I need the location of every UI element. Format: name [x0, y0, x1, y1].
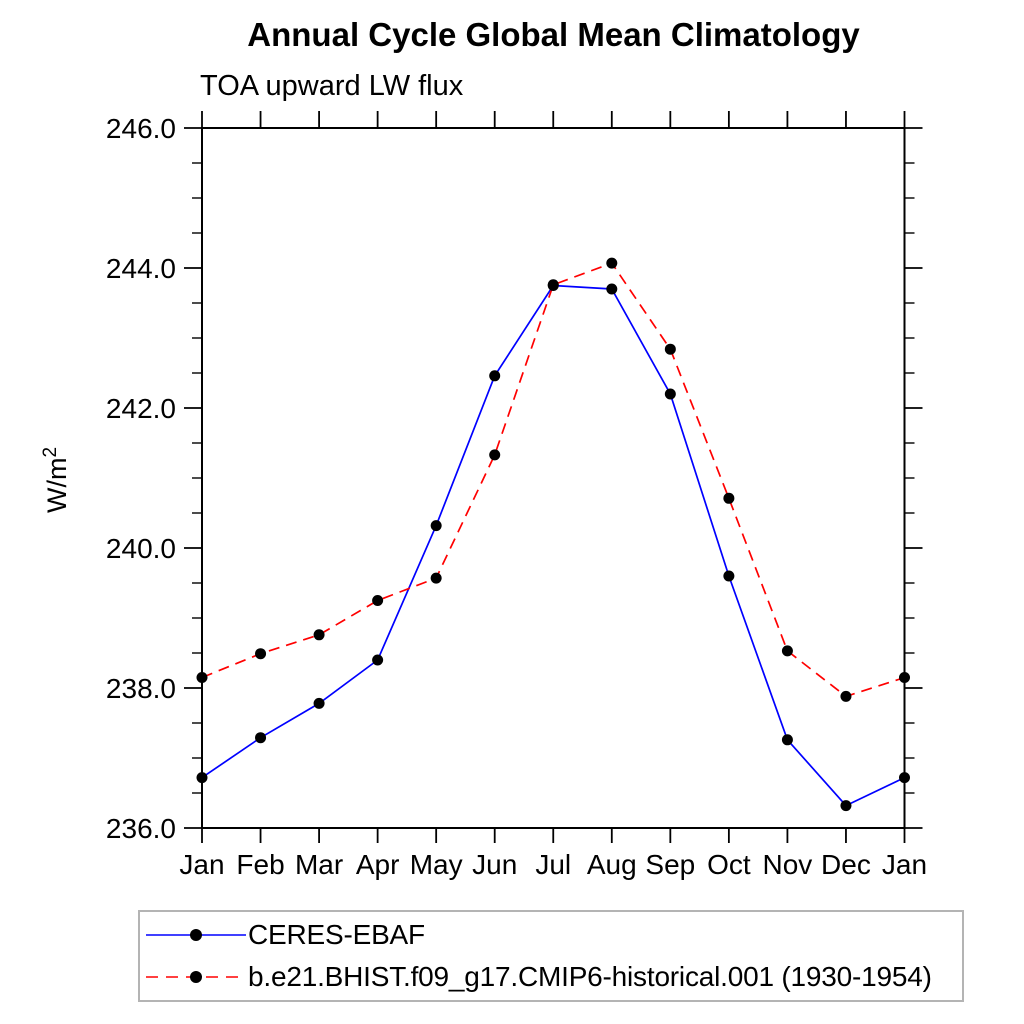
data-point-marker-1 [313, 629, 325, 641]
legend-label-model: b.e21.BHIST.f09_g17.CMIP6-historical.001… [248, 961, 932, 992]
legend-line-solid-icon [146, 929, 246, 941]
data-point-marker-0 [840, 800, 852, 812]
data-point-marker-0 [255, 732, 267, 744]
chart-title: Annual Cycle Global Mean Climatology [247, 16, 860, 53]
y-tick-label: 236.0 [106, 813, 176, 844]
x-tick-label: Aug [587, 849, 637, 880]
x-tick-label: Dec [821, 849, 871, 880]
data-point-marker-1 [840, 690, 852, 702]
data-point-marker-0 [372, 654, 384, 666]
data-point-marker-1 [723, 492, 735, 504]
x-tick-label: Sep [645, 849, 695, 880]
data-point-marker-0 [606, 283, 618, 295]
x-tick-label: Apr [356, 849, 400, 880]
data-point-marker-1 [781, 645, 793, 657]
x-tick-label: Jan [179, 849, 224, 880]
y-axis-title: W/m2 [40, 447, 72, 513]
legend: CERES-EBAF b.e21.BHIST.f09_g17.CMIP6-his… [138, 910, 964, 1002]
x-tick-label: Jul [535, 849, 571, 880]
data-point-marker-1 [196, 672, 208, 683]
y-tick-label: 240.0 [106, 533, 176, 564]
series-line-0 [201, 284, 905, 807]
y-tick-label: 242.0 [106, 393, 176, 424]
y-tick-label: 238.0 [106, 673, 176, 704]
series-line-1 [201, 262, 905, 698]
data-point-marker-0 [899, 772, 910, 784]
data-point-marker-1 [255, 648, 267, 660]
data-point-marker-1 [664, 343, 676, 355]
legend-row-ceres: CERES-EBAF [140, 916, 962, 954]
data-point-marker-1 [430, 572, 442, 584]
plot-frame [201, 127, 906, 829]
legend-line-dashed-icon [146, 971, 246, 983]
data-point-marker-1 [547, 279, 559, 291]
x-tick-label: May [410, 849, 463, 880]
x-tick-label: Feb [236, 849, 284, 880]
y-tick-label: 244.0 [106, 253, 176, 284]
data-point-marker-0 [723, 570, 735, 582]
legend-row-model: b.e21.BHIST.f09_g17.CMIP6-historical.001… [140, 958, 962, 996]
x-tick-label: Jan [882, 849, 927, 880]
data-point-marker-1 [489, 449, 501, 461]
data-point-marker-0 [196, 772, 208, 784]
data-point-marker-0 [489, 370, 501, 382]
data-point-marker-0 [430, 520, 442, 532]
data-point-marker-0 [313, 697, 325, 709]
data-point-marker-1 [899, 672, 910, 683]
x-tick-label: Jun [472, 849, 517, 880]
x-tick-label: Nov [763, 849, 813, 880]
y-tick-label: 246.0 [106, 113, 176, 144]
data-point-marker-1 [606, 257, 618, 269]
x-tick-label: Oct [707, 849, 751, 880]
x-tick-label: Mar [295, 849, 343, 880]
data-point-marker-1 [372, 595, 384, 606]
data-point-marker-0 [664, 388, 676, 400]
data-point-marker-0 [781, 734, 793, 746]
chart-subtitle: TOA upward LW flux [200, 70, 464, 102]
plot-area: Jan Feb Mar Apr May Jun Jul Aug Sep Oct Nov Dec Jan2… [40, 111, 927, 880]
legend-label-ceres: CERES-EBAF [248, 919, 425, 950]
